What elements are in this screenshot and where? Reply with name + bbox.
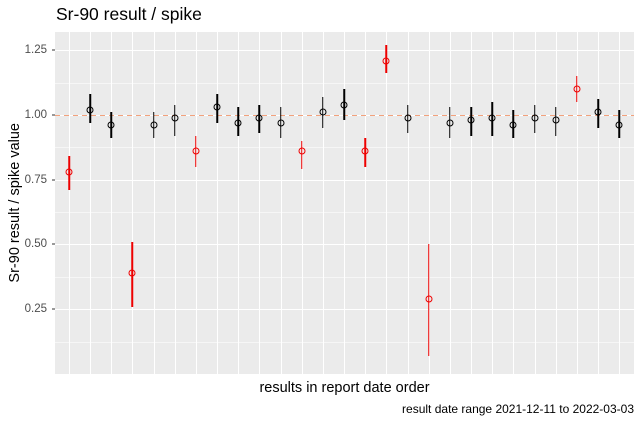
gridline-x: [238, 32, 240, 374]
data-point: [531, 114, 539, 121]
gridline-x: [301, 32, 303, 374]
gridline-x: [449, 32, 451, 374]
x-axis-title: results in report date order: [259, 380, 430, 396]
gridline-x: [90, 32, 92, 374]
gridline-x: [174, 32, 176, 374]
gridline-x: [598, 32, 600, 374]
data-point: [404, 114, 412, 121]
data-point: [382, 57, 390, 64]
gridline-x: [428, 32, 430, 374]
gridline-x: [344, 32, 346, 374]
gridline-x: [111, 32, 113, 374]
data-point: [192, 147, 200, 155]
data-point: [594, 108, 602, 116]
y-tick-label: 0.75: [24, 173, 47, 186]
gridline-x: [407, 32, 409, 374]
gridline-x: [259, 32, 261, 374]
y-tick-mark: [52, 114, 55, 116]
gridline-x: [217, 32, 219, 374]
y-tick-mark: [52, 308, 55, 310]
gridline-x: [534, 32, 536, 374]
data-point: [340, 101, 348, 109]
data-point: [467, 116, 475, 124]
gridline-x: [69, 32, 70, 374]
gridline-x: [471, 32, 473, 374]
data-point: [552, 116, 560, 124]
y-tick-label: 0.50: [24, 238, 47, 251]
data-point: [488, 114, 496, 121]
y-tick-label: 1.25: [24, 44, 47, 57]
gridline-x: [153, 32, 155, 374]
error-bar: [301, 140, 303, 170]
gridline-x: [513, 32, 515, 374]
gridline-x: [386, 32, 388, 374]
data-point: [65, 168, 73, 176]
chart-caption: result date range 2021-12-11 to 2022-03-…: [402, 402, 634, 416]
gridline-x: [576, 32, 578, 374]
data-point: [255, 114, 263, 121]
data-point: [298, 147, 306, 155]
chart-title: Sr-90 result / spike: [56, 4, 202, 24]
y-tick-mark: [52, 243, 55, 245]
plot-panel: [55, 32, 634, 374]
y-tick-area: 0.25 0.50 0.75 1.00 1.25: [0, 32, 55, 374]
gridline-x: [555, 32, 557, 374]
gridline-x: [365, 32, 367, 374]
gridline-x: [132, 32, 134, 374]
data-point: [573, 85, 581, 93]
y-tick-label: 1.00: [24, 108, 47, 121]
data-point: [150, 121, 158, 129]
data-point: [86, 106, 94, 114]
data-point: [446, 119, 454, 127]
data-point: [107, 121, 115, 129]
data-point: [319, 108, 327, 116]
gridline-x: [195, 32, 197, 374]
y-tick-mark: [52, 49, 55, 51]
gridline-x: [619, 32, 621, 374]
data-point: [234, 119, 242, 127]
data-point: [213, 103, 221, 111]
data-point: [277, 119, 285, 127]
data-point: [509, 121, 517, 129]
data-point: [425, 295, 433, 303]
data-point: [171, 114, 179, 121]
data-point: [615, 121, 623, 129]
y-tick-mark: [52, 179, 55, 181]
data-point: [128, 269, 136, 277]
y-tick-label: 0.25: [24, 303, 47, 316]
gridline-x: [322, 32, 324, 374]
gridline-x: [280, 32, 282, 374]
data-point: [361, 147, 369, 155]
gridline-x: [492, 32, 494, 374]
